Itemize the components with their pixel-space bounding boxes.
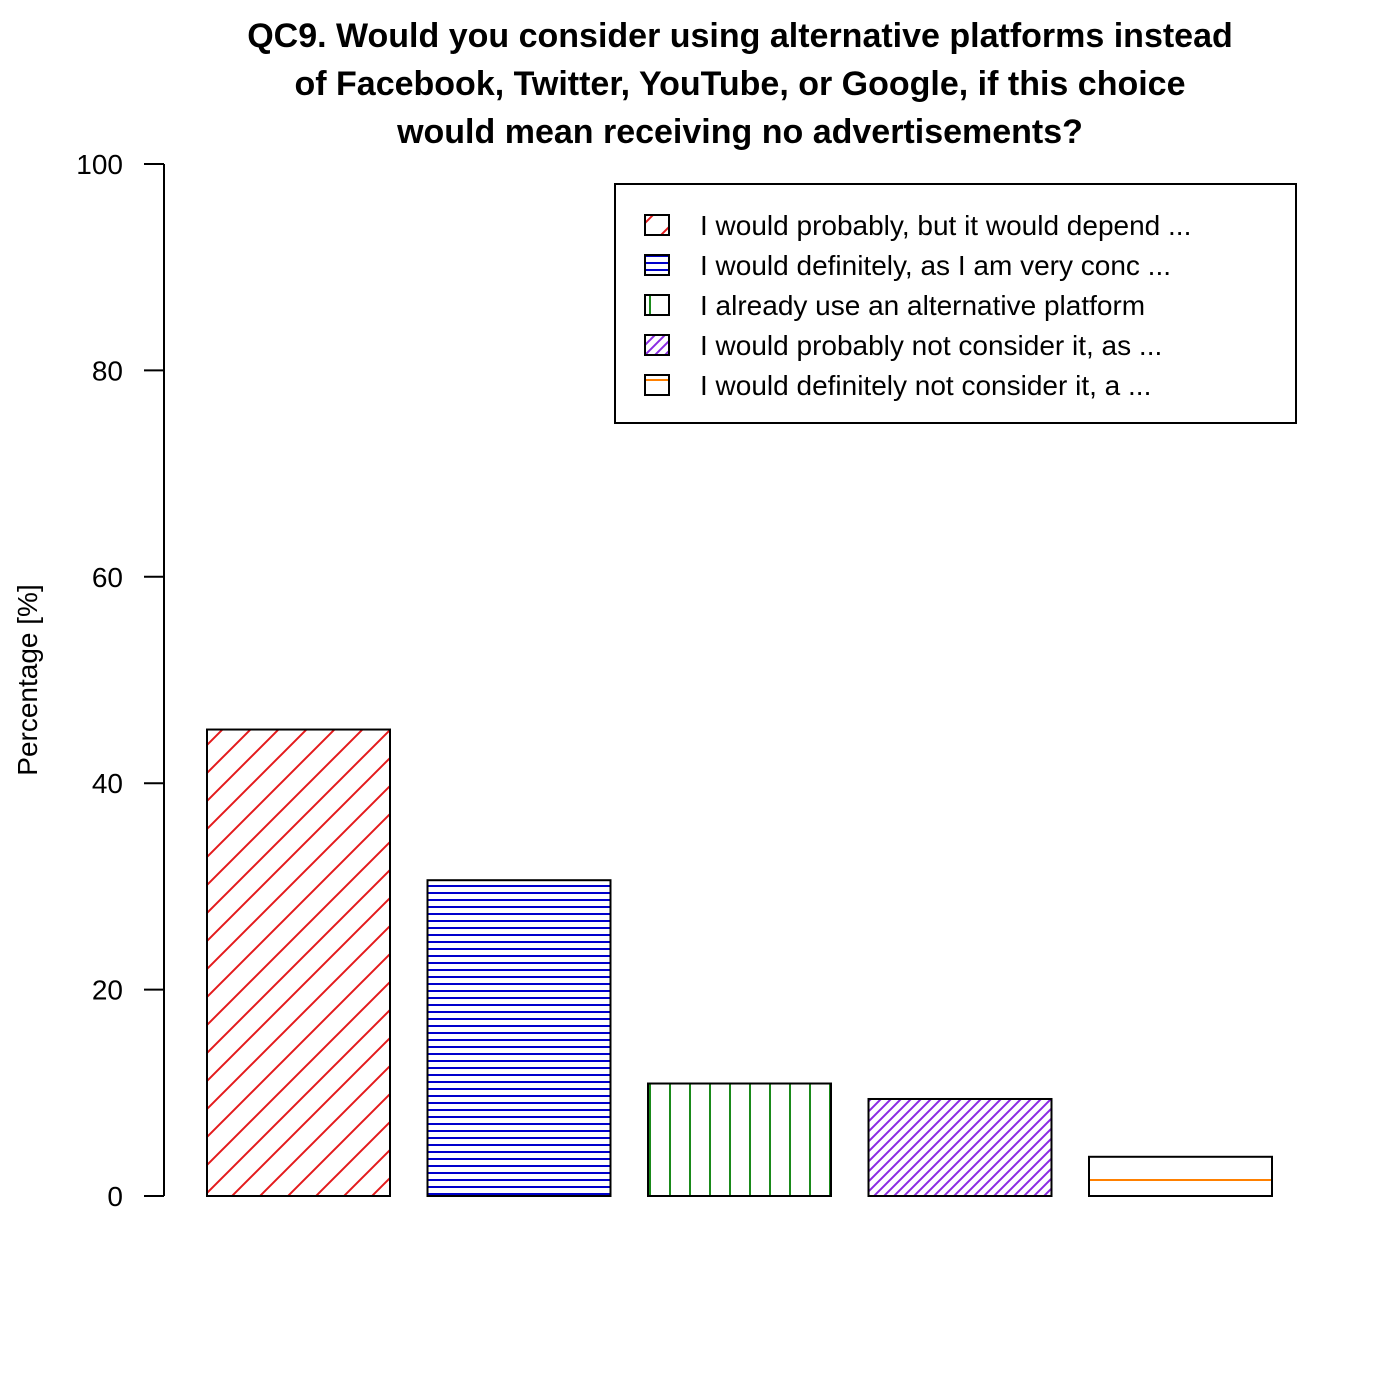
legend-label-4: I would probably not consider it, as ... bbox=[700, 330, 1162, 361]
legend-swatch-4 bbox=[644, 334, 670, 356]
chart-title-line-2: of Facebook, Twitter, YouTube, or Google… bbox=[294, 65, 1185, 103]
y-tick-label: 40 bbox=[92, 768, 123, 799]
y-tick-label: 0 bbox=[107, 1181, 123, 1212]
legend: I would probably, but it would depend ..… bbox=[614, 183, 1297, 424]
legend-box bbox=[614, 183, 1297, 424]
legend-label-3: I already use an alternative platform bbox=[700, 290, 1145, 321]
y-tick-label: 100 bbox=[76, 149, 123, 180]
y-axis: 0 20 40 60 80 100 bbox=[76, 149, 165, 1212]
y-axis-label: Percentage [%] bbox=[12, 584, 43, 775]
legend-swatch-1 bbox=[644, 214, 670, 236]
legend-label-2: I would definitely, as I am very conc ..… bbox=[700, 250, 1171, 281]
y-tick-label: 60 bbox=[92, 562, 123, 593]
y-tick-label: 80 bbox=[92, 355, 123, 386]
legend-swatch-5 bbox=[644, 374, 670, 396]
y-tick-label: 20 bbox=[92, 975, 123, 1006]
bar-1 bbox=[206, 728, 391, 1197]
legend-label-5: I would definitely not consider it, a ..… bbox=[700, 370, 1151, 401]
chart-title-line-3: would mean receiving no advertisements? bbox=[396, 113, 1083, 151]
bar-2 bbox=[426, 879, 612, 1197]
bar-5 bbox=[1088, 1155, 1273, 1198]
chart-title-line-1: QC9. Would you consider using alternativ… bbox=[247, 17, 1233, 55]
bar-3 bbox=[647, 1082, 832, 1197]
bars bbox=[206, 728, 1273, 1198]
legend-swatch-3 bbox=[644, 294, 670, 316]
chart-title: QC9. Would you consider using alternativ… bbox=[247, 17, 1233, 151]
bar-4 bbox=[867, 1097, 1053, 1197]
legend-label-1: I would probably, but it would depend ..… bbox=[700, 210, 1191, 241]
legend-swatch-2 bbox=[644, 254, 670, 276]
